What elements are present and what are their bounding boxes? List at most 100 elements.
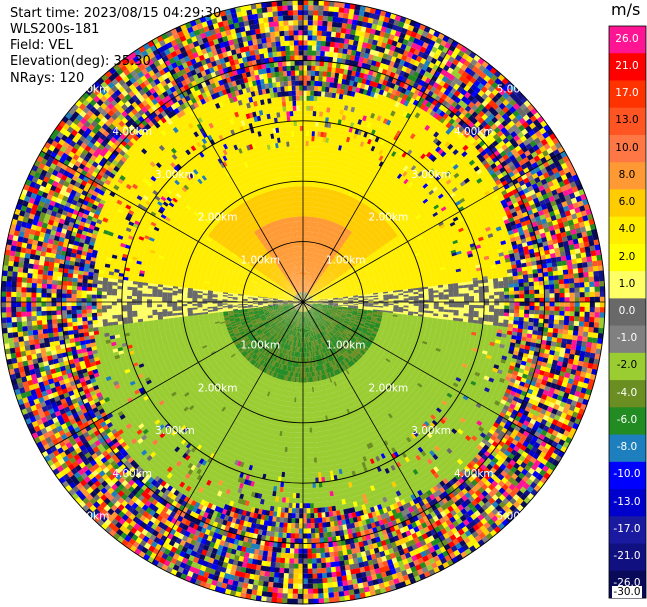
ppi-cell (327, 220, 331, 226)
ppi-cell (316, 45, 322, 51)
ppi-cell (312, 258, 315, 264)
ppi-cell (308, 10, 314, 16)
ppi-cell (341, 78, 347, 85)
ppi-cell (312, 35, 318, 41)
ppi-cell (303, 10, 309, 16)
ppi-cell (315, 151, 320, 157)
ppi-cell (304, 287, 306, 292)
ppi-cell (312, 15, 319, 21)
ppi-cell (341, 22, 348, 29)
ppi-cell (318, 76, 324, 82)
ppi-cell (348, 85, 354, 92)
ppi-cell (335, 113, 340, 120)
ppi-cell (373, 13, 381, 21)
ppi-cell (338, 187, 343, 193)
ppi-cell (306, 277, 308, 283)
ppi-cell (316, 171, 320, 178)
ppi-cell (362, 16, 370, 23)
ppi-cell (374, 9, 382, 16)
ppi-cell (307, 50, 313, 56)
ppi-cell (305, 287, 307, 293)
ppi-cell (313, 253, 316, 259)
ppi-cell (324, 56, 330, 62)
ppi-cell (332, 211, 336, 217)
ppi-cell (315, 50, 322, 56)
ppi-cell (325, 193, 329, 200)
ppi-cell (374, 29, 382, 36)
ppi-cell (311, 268, 314, 274)
ppi-cell (303, 286, 305, 292)
ppi-cell (318, 116, 323, 122)
ppi-cell (343, 38, 350, 45)
ppi-cell (321, 218, 324, 224)
ppi-cell (306, 282, 308, 288)
ppi-cell (303, 176, 306, 182)
ppi-cell (321, 223, 324, 230)
ppi-cell (326, 188, 330, 195)
ppi-cell (308, 136, 312, 142)
ppi-cell (333, 82, 339, 89)
ppi-cell (303, 15, 309, 21)
ppi-cell (306, 272, 308, 278)
ppi-cell (304, 276, 306, 282)
ppi-cell (338, 181, 343, 188)
ppi-cell (307, 70, 312, 76)
ppi-cell (332, 113, 337, 119)
ppi-cell (341, 53, 348, 60)
ppi-cell (314, 191, 317, 198)
ppi-cell (305, 156, 309, 162)
ppi-cell (308, 0, 315, 6)
ppi-cell (318, 146, 323, 153)
ppi-cell (324, 188, 328, 194)
ppi-cell (305, 226, 308, 232)
ppi-cell (303, 95, 307, 101)
ppi-cell (304, 251, 306, 257)
ppi-cell (343, 105, 349, 111)
ppi-cell (353, 60, 359, 67)
ppi-cell (312, 247, 315, 253)
ppi-cell (305, 135, 310, 141)
ppi-cell (320, 197, 324, 204)
ppi-cell (354, 4, 362, 11)
ppi-cell (371, 23, 378, 30)
ppi-cell (338, 47, 344, 54)
ppi-cell (314, 258, 318, 264)
ppi-cell (346, 163, 351, 169)
ppi-cell (329, 199, 333, 206)
ppi-cell (306, 272, 309, 278)
ppi-cell (312, 268, 315, 274)
ppi-cell (321, 86, 327, 92)
ppi-cell (317, 228, 321, 234)
ppi-cell (324, 142, 329, 148)
ppi-cell (310, 262, 313, 268)
ppi-cell (338, 98, 343, 105)
ppi-cell (339, 68, 345, 75)
ppi-cell (340, 27, 347, 34)
ppi-cell (306, 287, 308, 293)
ppi-cell (326, 204, 330, 210)
ppi-cell (313, 237, 316, 243)
ppi-cell (303, 171, 306, 177)
ppi-cell (331, 118, 336, 124)
ppi-cell (316, 248, 320, 254)
ppi-cell (303, 156, 306, 162)
ppi-cell (349, 34, 356, 41)
ppi-cell (317, 20, 324, 26)
ppi-cell (311, 262, 314, 268)
ppi-cell (318, 228, 322, 234)
ppi-cell (333, 52, 339, 58)
ppi-cell (342, 17, 349, 24)
ppi-cell (344, 64, 350, 70)
ppi-cell (303, 25, 309, 31)
ppi-cell (323, 101, 328, 108)
ppi-cell (321, 116, 327, 123)
ppi-cell (310, 262, 313, 268)
ppi-cell (335, 175, 340, 182)
ppi-cell (326, 225, 330, 231)
ppi-cell (305, 266, 307, 272)
ppi-cell (367, 17, 375, 24)
ppi-cell (303, 297, 304, 302)
ppi-cell (303, 60, 308, 66)
ppi-cell (309, 257, 311, 263)
ppi-cell (345, 54, 352, 60)
